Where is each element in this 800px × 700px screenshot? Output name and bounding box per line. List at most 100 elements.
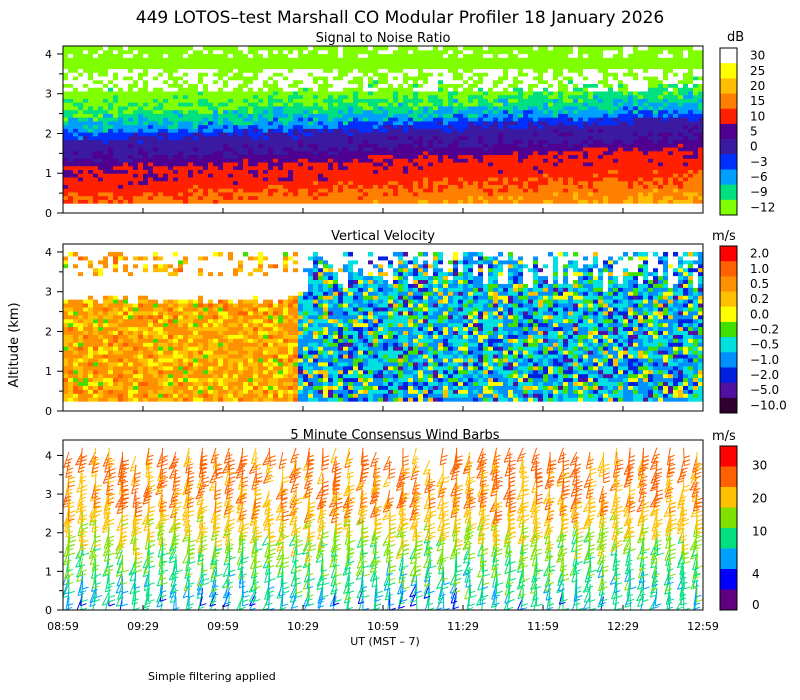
snr-cell	[283, 105, 289, 111]
snr-cell	[528, 94, 534, 99]
snr-cell	[143, 150, 149, 156]
snr-cell	[103, 75, 109, 81]
snr-cell	[123, 98, 129, 103]
snr-cell	[63, 195, 69, 200]
snr-cell	[118, 72, 124, 77]
snr-cell	[63, 120, 69, 126]
snr-cell	[593, 53, 599, 58]
snr-cell	[503, 72, 509, 77]
snr-cell	[203, 169, 209, 174]
snr-cell	[498, 79, 504, 84]
snr-cell	[603, 124, 609, 129]
snr-cell	[398, 102, 404, 107]
snr-cell	[98, 64, 104, 70]
snr-cell	[418, 102, 424, 107]
snr-cell	[378, 72, 384, 77]
snr-cell	[558, 143, 564, 148]
snr-cell	[183, 199, 189, 204]
snr-cell	[143, 143, 149, 148]
snr-cell	[468, 195, 474, 200]
snr-cell	[518, 169, 524, 174]
snr-cell	[178, 143, 184, 148]
snr-cell	[443, 173, 449, 178]
snr-cell	[88, 195, 94, 200]
snr-cell	[298, 124, 304, 129]
snr-cell	[593, 72, 599, 77]
snr-cell	[138, 195, 144, 200]
snr-cell	[358, 98, 364, 103]
snr-cell	[158, 49, 164, 55]
snr-cell	[203, 188, 209, 193]
snr-cell	[633, 64, 639, 70]
snr-cell	[208, 195, 214, 200]
snr-cell	[393, 139, 399, 144]
snr-cell	[583, 154, 589, 159]
snr-cell	[298, 173, 304, 178]
snr-cell	[98, 53, 104, 58]
snr-cell	[103, 180, 109, 185]
snr-cell	[298, 139, 304, 144]
snr-cell	[413, 154, 419, 159]
snr-cell	[203, 135, 209, 141]
snr-cell	[508, 53, 514, 58]
snr-cell	[123, 191, 129, 197]
snr-cell	[203, 195, 209, 200]
snr-cell	[463, 132, 469, 137]
snr-cell	[238, 64, 244, 70]
snr-cell	[618, 90, 624, 96]
snr-cell	[98, 135, 104, 141]
snr-cell	[263, 180, 269, 185]
snr-cell	[243, 109, 249, 114]
snr-cell	[373, 124, 379, 129]
snr-cell	[318, 90, 324, 96]
snr-cell	[548, 102, 554, 107]
snr-cell	[138, 150, 144, 156]
snr-cell	[203, 90, 209, 96]
snr-cell	[508, 68, 514, 73]
snr-cell	[263, 64, 269, 70]
snr-cell	[563, 109, 569, 114]
snr-cell	[518, 180, 524, 185]
snr-cell	[98, 49, 104, 55]
snr-cell	[358, 94, 364, 99]
snr-cell	[118, 146, 124, 152]
snr-cell	[163, 90, 169, 96]
snr-cell	[378, 128, 384, 133]
snr-cell	[73, 158, 79, 163]
snr-cell	[98, 128, 104, 133]
snr-cell	[173, 64, 179, 70]
snr-cell	[63, 83, 69, 88]
snr-cell	[88, 191, 94, 197]
snr-cell	[263, 46, 269, 51]
snr-cell	[608, 90, 614, 96]
snr-cell	[613, 173, 619, 178]
snr-cell	[553, 173, 559, 178]
snr-cell	[183, 161, 189, 167]
snr-cell	[533, 124, 539, 129]
snr-cell	[528, 199, 534, 204]
snr-cell	[323, 132, 329, 137]
snr-cell	[208, 90, 214, 96]
snr-cell	[68, 139, 74, 144]
snr-cell	[238, 169, 244, 174]
snr-cell	[378, 135, 384, 141]
snr-cell	[133, 199, 139, 204]
snr-cell	[453, 124, 459, 129]
snr-cell	[323, 188, 329, 193]
snr-cell	[528, 75, 534, 81]
snr-cell	[503, 79, 509, 84]
snr-cell	[238, 60, 244, 66]
snr-cell	[343, 146, 349, 152]
snr-cell	[163, 98, 169, 103]
snr-cell	[598, 98, 604, 103]
snr-cell	[288, 146, 294, 152]
snr-cell	[433, 146, 439, 152]
snr-cell	[473, 49, 479, 55]
snr-cell	[613, 102, 619, 107]
snr-cell	[288, 195, 294, 200]
snr-cell	[388, 195, 394, 200]
snr-cell	[643, 46, 649, 51]
snr-cell	[343, 72, 349, 77]
snr-cell	[323, 53, 329, 58]
snr-cell	[318, 113, 324, 118]
